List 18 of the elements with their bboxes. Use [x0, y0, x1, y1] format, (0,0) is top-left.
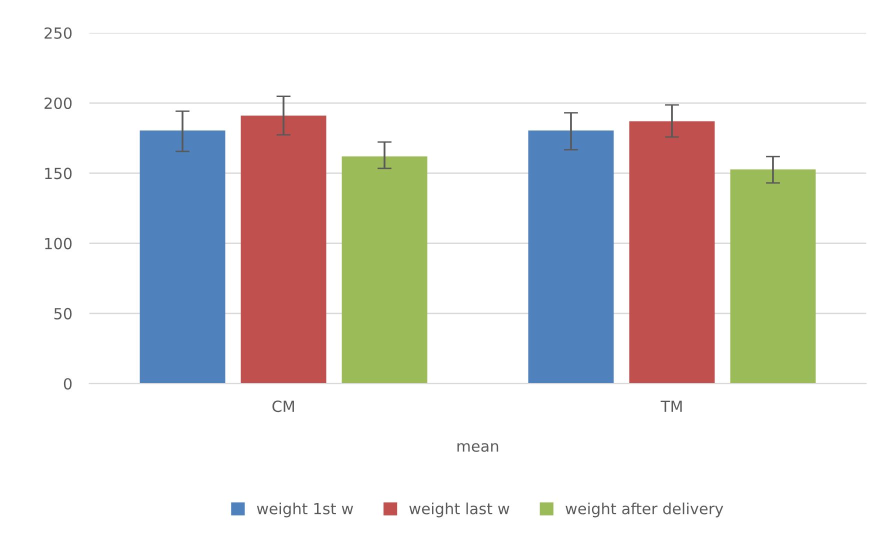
bar	[240, 116, 326, 384]
bar	[342, 156, 428, 384]
y-tick-label: 200	[44, 97, 72, 110]
bar	[629, 121, 715, 384]
bar	[140, 130, 226, 384]
y-tick-label: 100	[45, 238, 72, 250]
y-tick-label: 150	[45, 168, 72, 180]
bar	[528, 130, 614, 384]
legend-label: weight after delivery	[566, 502, 724, 518]
legend-label: weight last w	[409, 502, 510, 518]
legend-label: weight 1st w	[256, 502, 354, 518]
bar	[730, 169, 816, 384]
y-tick-label: 0	[64, 378, 72, 390]
x-axis-title: mean	[457, 443, 498, 452]
y-tick-label: 50	[54, 308, 72, 320]
y-tick-label: 250	[44, 27, 72, 39]
x-tick-label: TM	[660, 400, 682, 412]
x-tick-label: CM	[272, 400, 294, 412]
